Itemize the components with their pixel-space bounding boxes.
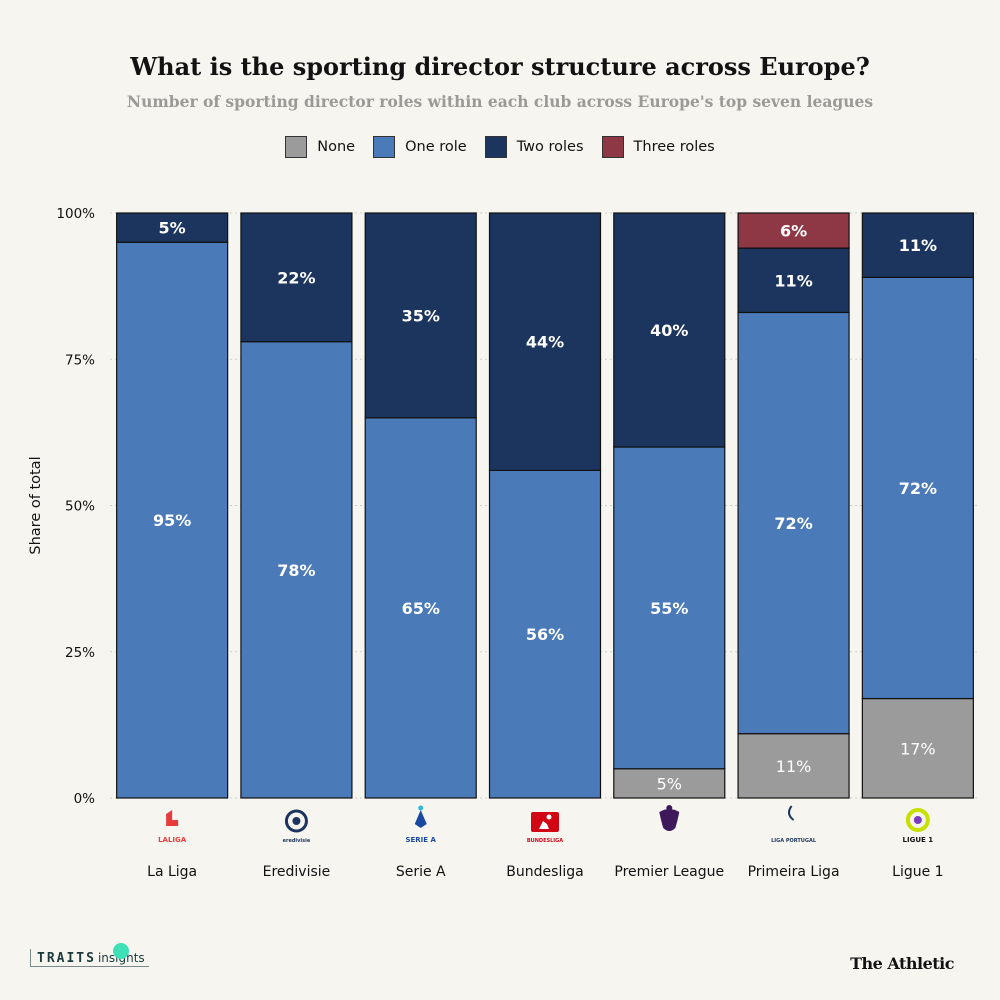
legend-swatch-three-roles [601,136,624,158]
chart-title: What is the sporting director structure … [130,52,870,81]
bar-serie-a-two-roles [364,212,477,419]
y-tick-label-100: 100% [56,206,95,222]
laliga-mark-icon [166,810,179,826]
bar-serie-a-one-role [364,417,477,799]
traits-insights-logo: TRAITS insights [30,943,149,972]
eredivisie-dot-icon [292,817,301,825]
legend-item-two-roles: Two roles [484,136,584,158]
legend-item-none: None [285,136,355,158]
x-tick-label-primeira-liga: Primeira Liga [748,864,840,880]
legend-swatch-two-roles [484,136,507,158]
data-label-ligue-1-none: 17% [900,739,936,758]
serie-a-logo: SERIE A [405,805,437,844]
serie-a-ball-icon [418,805,424,811]
data-label-premier-league-one-role: 55% [650,599,688,618]
bar-primeira-liga-two-roles [737,247,850,314]
bundesliga-ball-icon [546,814,552,820]
x-tick-label-ligue-1: Ligue 1 [892,864,943,880]
data-label-ligue-1-two-roles: 11% [899,236,937,255]
data-label-primeira-liga-three-roles: 6% [780,222,807,241]
bar-la-liga-one-role [116,241,229,799]
traits-wordmark: TRAITS [37,951,96,966]
data-label-primeira-liga-two-roles: 11% [774,271,812,290]
bar-primeira-liga-three-roles [737,212,850,249]
bar-ligue-1-two-roles [861,212,974,278]
data-label-ligue-1-one-role: 72% [899,479,937,498]
legend-item-three-roles: Three roles [601,136,715,158]
legend: None One role Two roles Three roles [0,136,1000,158]
premier-league-lion-icon [659,809,680,831]
x-tick-label-bundesliga: Bundesliga [506,864,583,880]
chart-subtitle: Number of sporting director roles within… [126,92,874,111]
logo-text-ligue-1: LIGUE 1 [903,836,934,844]
data-label-la-liga-one-role: 95% [153,511,191,530]
bar-la-liga-two-roles [116,212,229,243]
data-label-la-liga-two-roles: 5% [159,219,186,238]
y-tick-label-0: 0% [74,791,96,807]
x-tick-label-premier-league: Premier League [614,864,724,880]
data-label-serie-a-two-roles: 35% [402,306,440,325]
y-axis-label: Share of total [28,456,44,554]
bar-eredivisie-one-role [240,341,353,799]
y-tick-label-75: 75% [65,352,95,368]
data-label-eredivisie-two-roles: 22% [277,268,315,287]
data-label-primeira-liga-one-role: 72% [774,514,812,533]
logo-text-bundesliga: BUNDESLIGA [527,838,563,844]
ligue-1-logo: LIGUE 1 [903,808,934,844]
data-label-premier-league-two-roles: 40% [650,321,688,340]
y-tick-label-50: 50% [65,499,95,515]
bar-bundesliga-two-roles [488,212,602,471]
logo-text-primeira-liga: LIGA PORTUGAL [771,838,817,844]
legend-label-one-role: One role [405,139,467,155]
bundesliga-logo: BUNDESLIGA [527,812,563,844]
legend-swatch-none [285,136,308,158]
data-label-primeira-liga-none: 11% [776,757,812,776]
legend-swatch-one-role [373,136,396,158]
premier-league-logo [659,805,680,831]
bar-ligue-1-one-role [861,276,974,700]
bar-bundesliga-one-role [488,469,602,799]
data-label-bundesliga-one-role: 56% [526,625,564,644]
ligue-1-ring-icon [905,808,930,832]
legend-label-none: None [317,139,356,155]
the-athletic-logo: The Athletic [850,954,954,973]
liga-portugal-mark-icon [788,805,795,821]
x-tick-label-serie-a: Serie A [396,864,446,880]
bar-eredivisie-two-roles [240,212,353,343]
logo-text-eredivisie: eredivisie [283,838,311,844]
serie-a-mark-icon [414,810,427,828]
x-tick-label-la-liga: La Liga [147,864,197,880]
bundesliga-badge-icon [531,812,559,832]
logo-text-la-liga: LALIGA [158,836,187,844]
data-label-eredivisie-one-role: 78% [277,561,315,580]
eredivisie-ring-icon [284,809,308,833]
premier-league-crown-icon [666,805,673,811]
ligue-1-center-icon [913,816,922,824]
bar-premier-league-one-role [613,446,726,770]
y-tick-label-25: 25% [65,645,95,661]
bar-primeira-liga-none [737,733,850,799]
data-label-serie-a-one-role: 65% [402,599,440,618]
laliga-logo: LALIGA [158,810,187,844]
x-tick-label-eredivisie: Eredivisie [263,864,331,880]
bar-premier-league-none [613,768,726,799]
legend-label-two-roles: Two roles [516,139,584,155]
traits-dot-icon [113,943,129,959]
logo-text-serie-a: SERIE A [405,836,436,844]
data-label-premier-league-none: 5% [657,774,682,793]
legend-item-one-role: One role [373,136,467,158]
eredivisie-logo: eredivisie [283,809,311,844]
liga-portugal-logo: LIGA PORTUGAL [771,805,817,844]
data-label-bundesliga-two-roles: 44% [526,333,564,352]
bar-premier-league-two-roles [613,212,726,448]
bundesliga-player-icon [539,821,549,829]
bar-primeira-liga-one-role [737,311,850,735]
bar-ligue-1-none [861,697,974,799]
legend-label-three-roles: Three roles [633,139,715,155]
